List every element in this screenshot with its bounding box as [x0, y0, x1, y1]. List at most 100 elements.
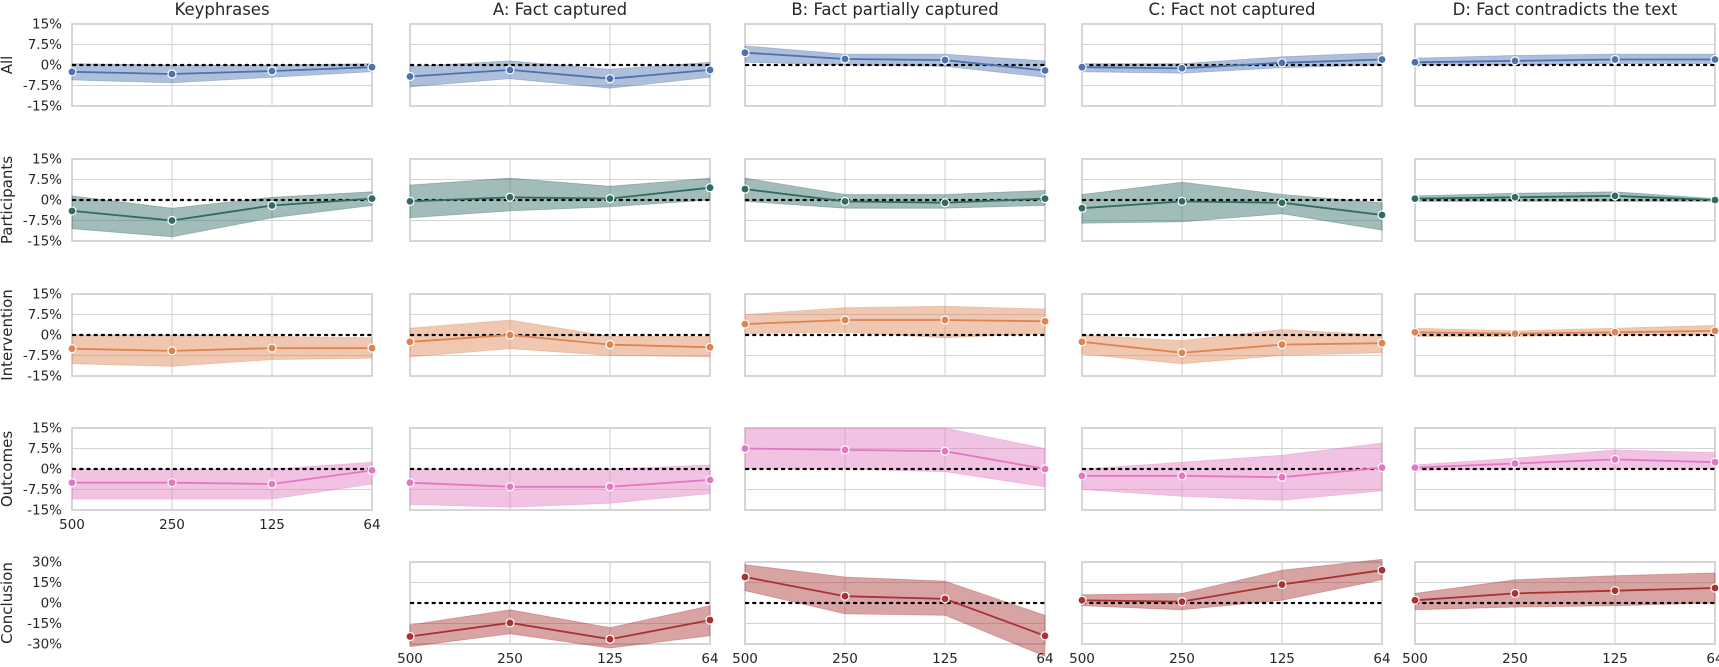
- data-point: [1177, 471, 1187, 481]
- y-tick-label: 0%: [41, 462, 63, 478]
- y-tick-label: 0%: [41, 193, 63, 209]
- facet-panel: [740, 427, 1050, 511]
- facet-panel: [405, 561, 715, 649]
- column-title: Keyphrases: [174, 0, 269, 19]
- data-point: [67, 478, 77, 488]
- y-tick-label: -15%: [27, 99, 62, 115]
- data-point: [1040, 464, 1050, 474]
- data-point: [1510, 56, 1520, 66]
- data-point: [1610, 327, 1620, 337]
- row-label: All: [0, 56, 16, 75]
- mean-line: [71, 197, 373, 222]
- x-tick-label: 250: [159, 517, 185, 533]
- mean-line: [1414, 587, 1716, 602]
- facet-panel: [405, 23, 715, 107]
- x-tick-label: 500: [397, 651, 423, 667]
- data-point: [1277, 58, 1287, 68]
- data-point: [1040, 65, 1050, 76]
- data-point: [1710, 195, 1719, 205]
- facet-panel: [67, 158, 377, 242]
- data-point: [740, 572, 750, 582]
- y-tick-label: 15%: [32, 575, 62, 591]
- mean-line: [744, 576, 1046, 637]
- mean-line: [1414, 58, 1715, 64]
- data-point: [67, 206, 77, 216]
- y-tick-label: 15%: [32, 17, 62, 33]
- mean-line: [409, 334, 711, 349]
- data-point: [167, 478, 177, 488]
- x-tick-label: 64: [1373, 651, 1390, 667]
- data-point: [1077, 337, 1087, 347]
- data-point: [405, 71, 415, 82]
- facet-panel: [1077, 158, 1387, 242]
- mean-line: [71, 66, 373, 75]
- data-point: [1710, 583, 1719, 593]
- y-tick-label: 7.5%: [28, 307, 62, 323]
- data-point: [1610, 191, 1620, 201]
- y-tick-label: 0%: [41, 596, 63, 612]
- data-point: [940, 594, 950, 604]
- data-point: [1410, 595, 1420, 605]
- data-point: [405, 478, 415, 488]
- data-point: [940, 198, 950, 208]
- data-point: [405, 631, 415, 642]
- panel-frame: [71, 158, 373, 242]
- facet-panel: [740, 158, 1050, 242]
- confidence-band: [744, 305, 1046, 339]
- y-tick-label: 15%: [32, 152, 62, 168]
- mean-line: [744, 51, 1046, 72]
- y-tick-label: -30%: [27, 637, 62, 653]
- mean-line: [1081, 569, 1383, 603]
- data-point: [605, 194, 615, 204]
- data-point: [705, 342, 715, 352]
- data-point: [840, 591, 850, 601]
- y-tick-label: 15%: [32, 421, 62, 437]
- x-tick-label: 125: [1269, 651, 1295, 667]
- confidence-band: [744, 564, 1046, 657]
- panel-frame: [1414, 561, 1716, 645]
- data-point: [367, 343, 377, 353]
- x-tick-label: 500: [732, 651, 758, 667]
- mean-line: [1081, 200, 1383, 216]
- column-title: B: Fact partially captured: [791, 0, 998, 19]
- data-point: [67, 67, 77, 77]
- facet-panel: [1410, 23, 1719, 107]
- data-point: [840, 315, 850, 325]
- panel-frame: [744, 427, 1046, 511]
- y-tick-label: -15%: [27, 503, 62, 519]
- data-point: [267, 200, 277, 211]
- confidence-band: [409, 605, 711, 649]
- data-point: [840, 445, 850, 455]
- x-tick-label: 64: [1706, 651, 1719, 667]
- column-title: C: Fact not captured: [1148, 0, 1315, 19]
- data-point: [1177, 63, 1187, 73]
- data-point: [1710, 326, 1719, 336]
- data-point: [67, 344, 77, 354]
- x-tick-label: 500: [59, 517, 85, 533]
- data-point: [740, 48, 750, 58]
- data-point: [167, 215, 177, 226]
- confidence-band: [1081, 329, 1383, 365]
- data-point: [1510, 458, 1520, 469]
- data-point: [940, 55, 950, 65]
- y-tick-label: 0%: [41, 58, 63, 74]
- data-point: [1040, 631, 1050, 641]
- y-tick-label: 7.5%: [28, 441, 62, 457]
- mean-line: [1081, 58, 1383, 70]
- data-point: [940, 315, 950, 325]
- x-tick-label: 125: [932, 651, 958, 667]
- facet-panel: [405, 158, 715, 242]
- data-point: [367, 62, 377, 72]
- mean-line: [744, 188, 1046, 204]
- facet-panel: [740, 293, 1050, 377]
- data-point: [1710, 54, 1719, 65]
- data-point: [705, 615, 715, 625]
- data-point: [505, 65, 515, 75]
- data-point: [1510, 588, 1520, 599]
- panel-frame: [744, 293, 1046, 377]
- data-point: [1277, 579, 1287, 590]
- column-title: D: Fact contradicts the text: [1453, 0, 1678, 19]
- row-label: Participants: [0, 156, 16, 244]
- panel-frame: [409, 427, 711, 511]
- data-point: [267, 343, 277, 353]
